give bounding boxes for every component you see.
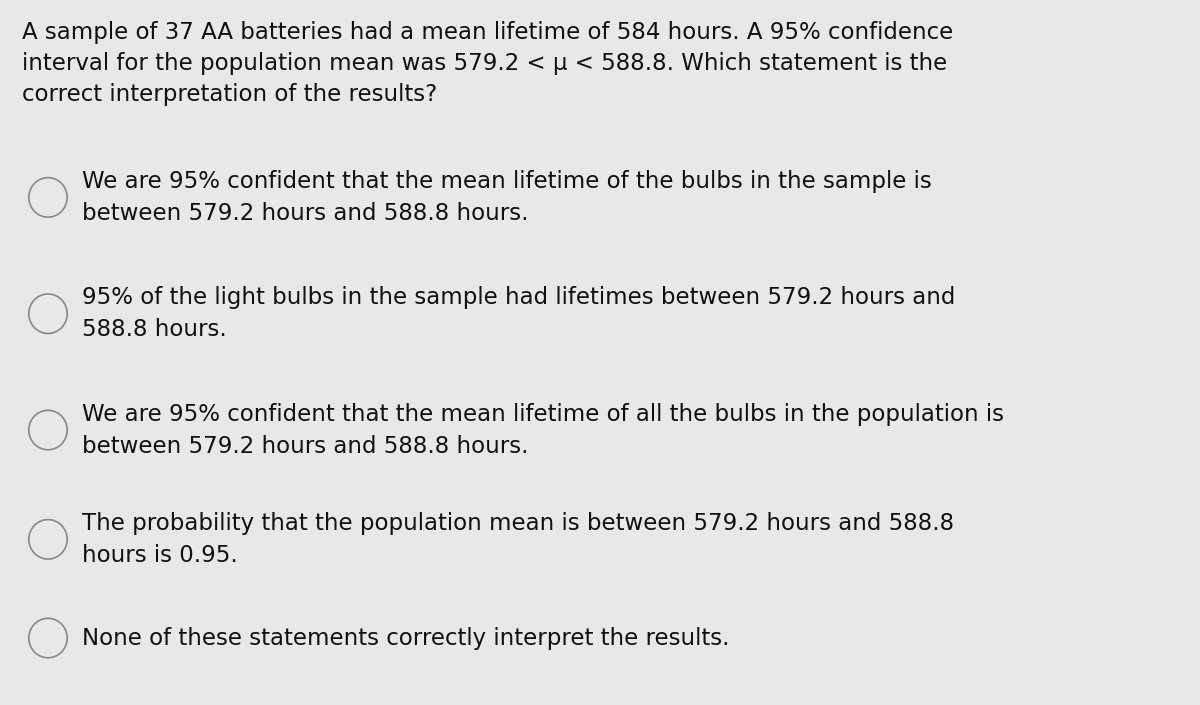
Text: A sample of 37 AA batteries had a mean lifetime of 584 hours. A 95% confidence
i: A sample of 37 AA batteries had a mean l… (22, 21, 953, 106)
Text: We are 95% confident that the mean lifetime of the bulbs in the sample is
betwee: We are 95% confident that the mean lifet… (82, 170, 931, 225)
Text: The probability that the population mean is between 579.2 hours and 588.8
hours : The probability that the population mean… (82, 512, 954, 567)
Ellipse shape (29, 294, 67, 333)
Text: We are 95% confident that the mean lifetime of all the bulbs in the population i: We are 95% confident that the mean lifet… (82, 403, 1003, 458)
Ellipse shape (29, 520, 67, 559)
Ellipse shape (29, 618, 67, 658)
Text: 95% of the light bulbs in the sample had lifetimes between 579.2 hours and
588.8: 95% of the light bulbs in the sample had… (82, 286, 955, 341)
Ellipse shape (29, 178, 67, 217)
Ellipse shape (29, 410, 67, 450)
Text: None of these statements correctly interpret the results.: None of these statements correctly inter… (82, 627, 730, 649)
